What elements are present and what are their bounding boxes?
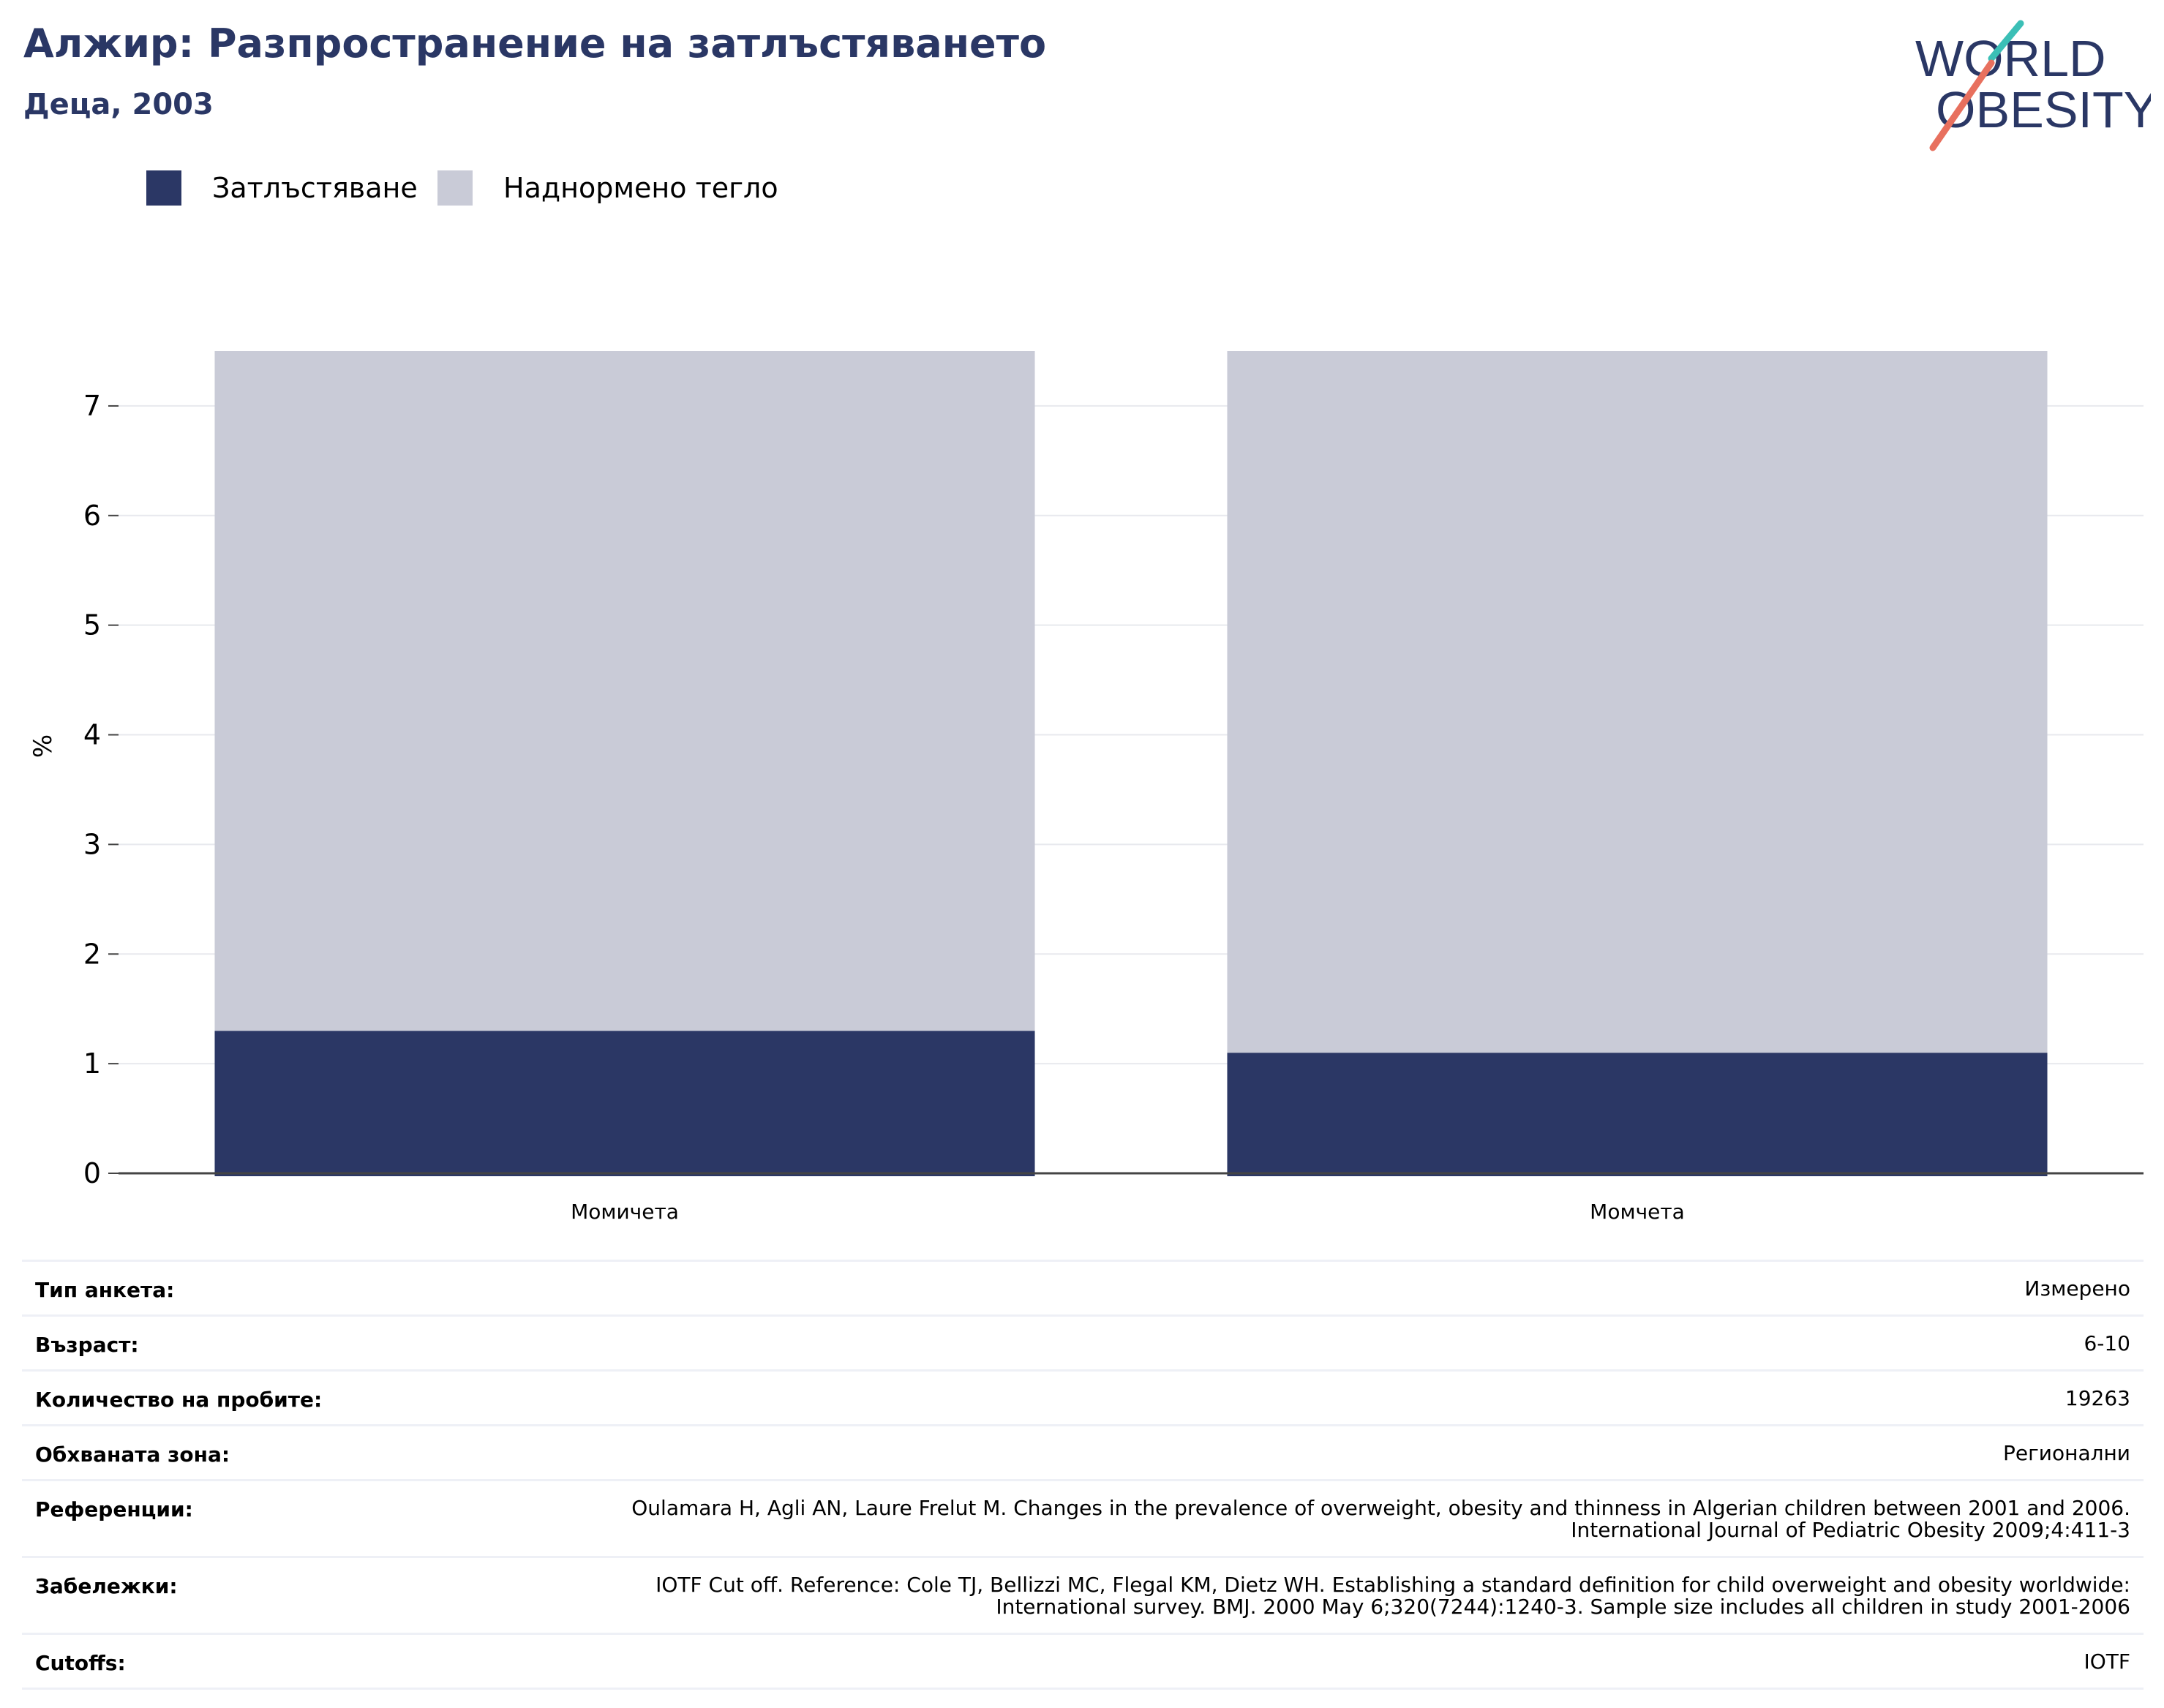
metadata-row: Тип анкета: Измерено [22,1260,2144,1314]
metadata-value: Регионални [2002,1441,2130,1465]
metadata-value: Oulamara H, Agli AN, Laure Frelut M. Cha… [631,1496,2130,1542]
logo-line-obesity: OBESITY [1936,81,2151,138]
logo-slash-bottom [1929,59,1995,151]
world-obesity-logo: WORLD OBESITY [1902,16,2157,155]
y-tick-label: 3 [83,828,101,860]
metadata-table: Тип анкета: Измерено Възраст: 6-10 Количеств… [22,1260,2144,1690]
metadata-row: Възраст: 6-10 [22,1314,2144,1369]
y-tick-label: 5 [83,609,101,642]
metadata-value: IOTF Cut off. Reference: Cole TJ, Belliz… [655,1573,2130,1619]
bar-segment-obesity-0[interactable] [214,1031,1035,1176]
metadata-value: IOTF [2084,1649,2130,1674]
y-tick-label: 6 [83,500,101,532]
metadata-label: Cutoffs: [35,1651,126,1675]
metadata-row: Количество на пробите: 19263 [22,1369,2144,1424]
x-category-label: Момчета [1590,1200,1685,1224]
metadata-value: 6-10 [2084,1331,2130,1355]
bar-segment-obesity-1[interactable] [1227,1053,2048,1176]
legend-label-obesity: Затлъстяване [212,172,418,204]
metadata-label: Възраст: [35,1333,139,1357]
legend-swatch-overweight [437,170,473,206]
metadata-label: Забележки: [35,1574,178,1598]
legend-item-obesity[interactable]: Затлъстяване [146,170,418,206]
metadata-row: Референции: Oulamara H, Agli AN, Laure Fr… [22,1479,2144,1556]
y-tick-label: 1 [83,1047,101,1080]
metadata-row: Обхваната зона: Регионални [22,1424,2144,1479]
legend-item-overweight[interactable]: Наднормено тегло [437,170,778,206]
y-tick-label: 4 [83,719,101,751]
y-axis-ticks: 0 1 2 3 4 5 6 7 [83,390,119,1189]
metadata-value: 19263 [2065,1386,2130,1410]
metadata-label: Количество на пробите: [35,1388,323,1412]
x-category-label: Момичета [571,1200,679,1224]
metadata-row: Cutoffs: IOTF [22,1633,2144,1690]
world-obesity-logo-mark: WORLD OBESITY [1915,20,2157,151]
chart-bars [214,351,2048,1176]
metadata-value: Измерено [2024,1276,2130,1301]
metadata-label: Референции: [35,1497,193,1521]
metadata-row: Забележки: IOTF Cut off. Reference: Cole … [22,1556,2144,1633]
bar-segment-overweight-1[interactable] [1227,351,2048,1053]
y-tick-label: 7 [83,390,101,422]
y-tick-label: 2 [83,938,101,970]
legend-swatch-obesity [146,170,181,206]
metadata-label: Тип анкета: [35,1278,175,1302]
chart-subtitle: Деца, 2003 [23,88,214,121]
metadata-label: Обхваната зона: [35,1442,230,1467]
y-axis-label: % [29,734,58,758]
x-axis-labels: Момичета Момчета [571,1200,1685,1224]
chart-title: Алжир: Разпространение на затлъстяването [23,20,1047,67]
stacked-bar-chart: 0 1 2 3 4 5 6 7 Момичета Момчета % [29,351,2144,1224]
legend-label-overweight: Наднормено тегло [503,172,778,204]
bar-segment-overweight-0[interactable] [214,351,1035,1031]
logo-slash-top [1988,20,2024,62]
y-tick-label: 0 [83,1157,101,1189]
